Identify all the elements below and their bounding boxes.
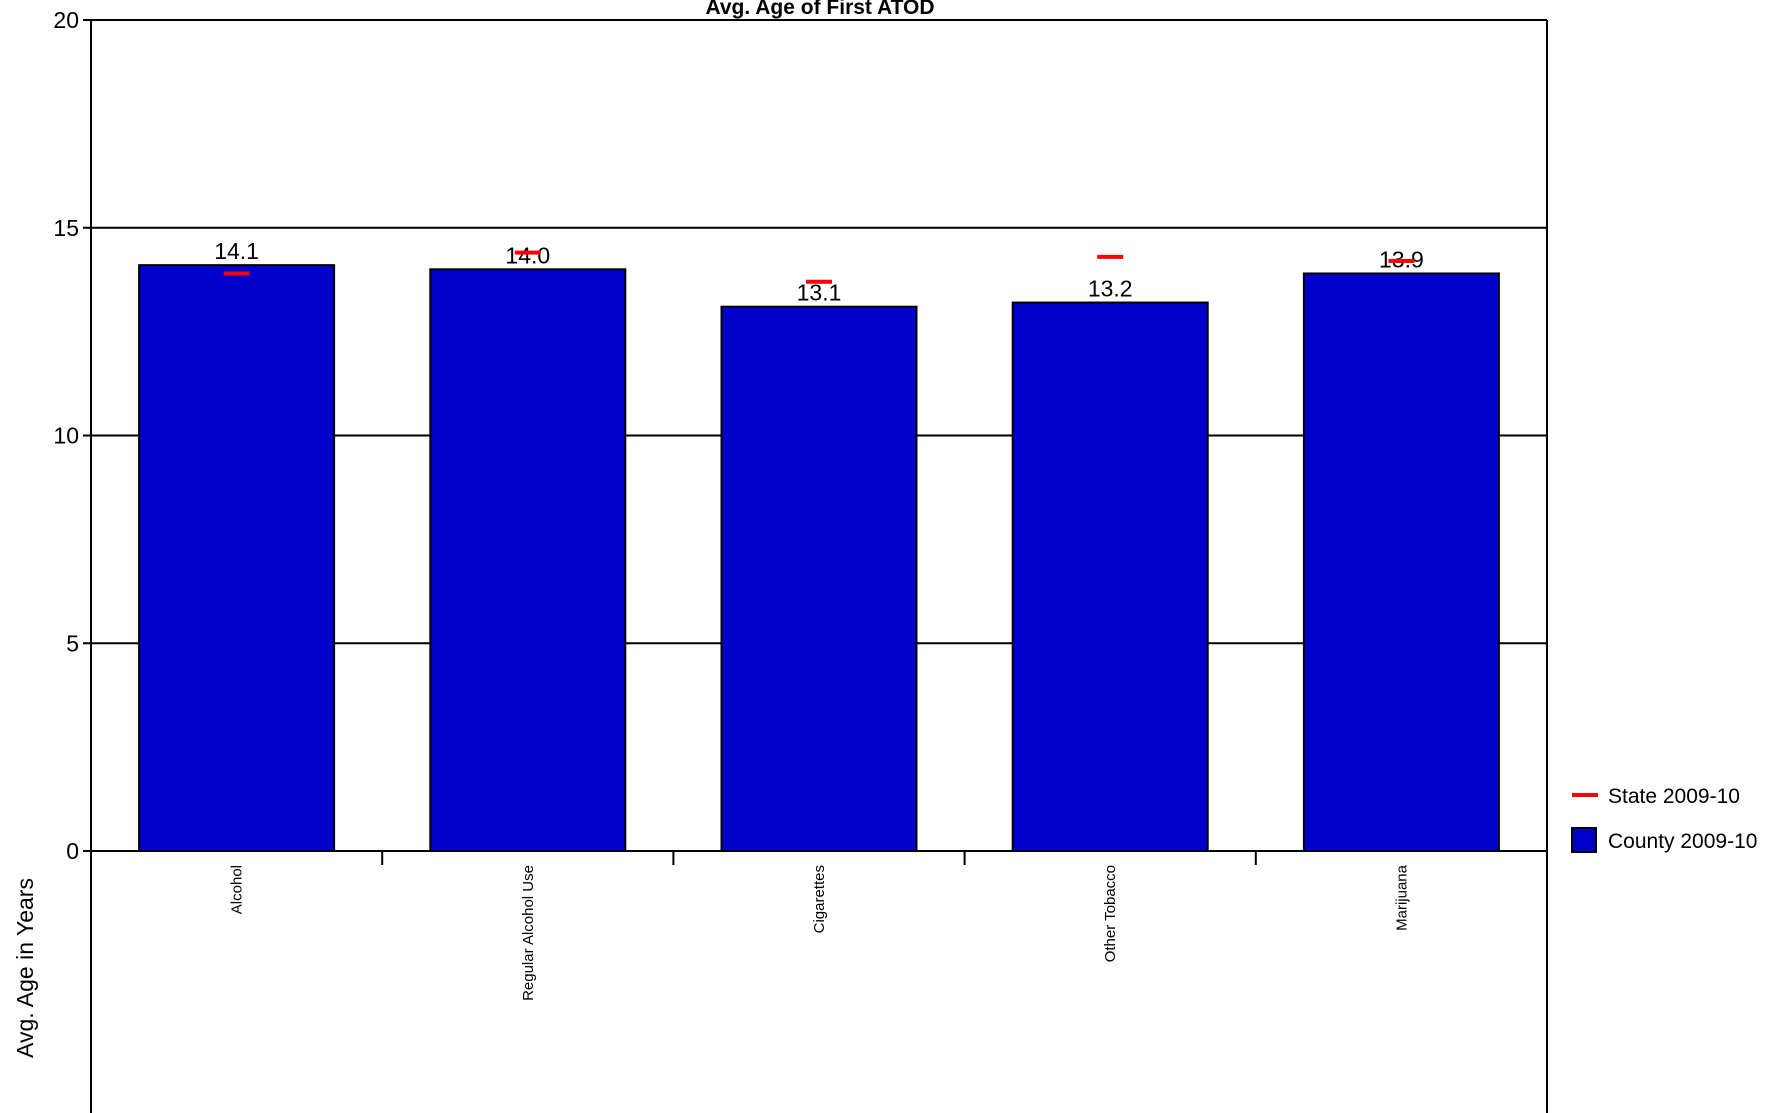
bar-county [138, 264, 336, 852]
bar-county [1302, 272, 1500, 852]
bar-value-label: 14.1 [214, 238, 259, 264]
x-tick-label: Marijuana [1393, 864, 1410, 931]
y-axis-ticks: 0 5 10 15 20 [53, 7, 79, 864]
y-tick-label: 5 [66, 630, 79, 656]
x-tick-label: Other Tobacco [1102, 865, 1119, 962]
y-tick-label: 15 [53, 215, 79, 241]
plot-frame [90, 19, 1548, 1113]
bar-value-label: 13.2 [1088, 276, 1133, 302]
bar-county [1011, 301, 1209, 853]
legend-county-label: County 2009-10 [1608, 830, 1757, 853]
bar-value-label: 14.0 [505, 242, 550, 268]
x-tick-label: Regular Alcohol Use [520, 865, 537, 1001]
y-tick-label: 20 [53, 7, 79, 33]
y-axis-label: Avg. Age in Years [12, 878, 38, 1058]
x-tick-label: Alcohol [229, 865, 246, 914]
bar-value-label: 13.1 [797, 280, 842, 306]
x-axis-ticks: Alcohol Regular Alcohol Use Cigarettes Othe… [229, 851, 1410, 1001]
y-tick-label: 0 [66, 838, 79, 864]
state-markers [223, 250, 1415, 284]
bar-value-labels: 14.114.013.113.213.9 [214, 238, 1424, 306]
legend-state-label: State 2009-10 [1608, 785, 1740, 808]
chart-title: Avg. Age of First ATOD [705, 0, 934, 19]
y-tick-label: 10 [53, 423, 79, 449]
bar-county [720, 305, 918, 852]
bars [138, 264, 1500, 853]
legend: State 2009-10 County 2009-10 [1571, 785, 1757, 853]
bar-county [429, 268, 627, 852]
x-tick-label: Cigarettes [811, 865, 828, 933]
legend-county-swatch [1571, 827, 1597, 853]
